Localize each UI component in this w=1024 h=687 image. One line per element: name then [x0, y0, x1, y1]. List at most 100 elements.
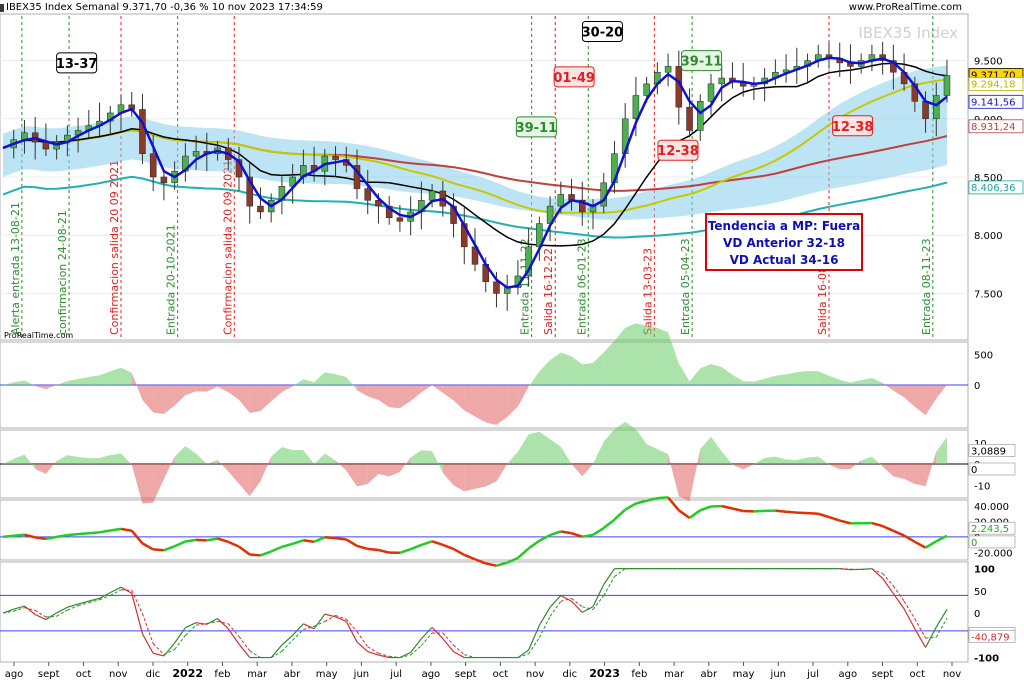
x-tick-label: oct — [493, 669, 509, 680]
momentum-line — [303, 540, 314, 542]
oscillator-area — [357, 464, 368, 486]
trade-line-label: Salida 13-03-23 — [641, 248, 654, 335]
momentum-line — [78, 533, 89, 534]
histogram-bar — [657, 328, 668, 385]
oscillator-area — [786, 460, 797, 464]
x-tick-label: nov — [109, 669, 127, 680]
trade-line-label: Entrada 20-10-2021 — [165, 224, 178, 335]
trade-line-label: Salida 16-12-22 — [542, 248, 555, 335]
trade-count-label: 13-37 — [56, 57, 98, 72]
trade-line-label: Confirmacion salida 20 09 2021 — [108, 160, 121, 335]
histogram-bar — [636, 323, 647, 385]
candle — [161, 177, 167, 183]
candle — [139, 109, 145, 153]
oscillator-area — [893, 464, 904, 479]
histogram-bar — [775, 374, 786, 385]
momentum-line — [325, 537, 336, 538]
momentum-line — [14, 535, 25, 536]
oscillator-area — [110, 454, 121, 464]
oscillator-area — [421, 450, 432, 464]
panel-frame — [0, 500, 968, 560]
y-tick-label: 40.000 — [974, 502, 1009, 513]
x-tick-label: 2023 — [589, 667, 620, 680]
x-tick-label: mar — [664, 669, 685, 680]
histogram-bar — [475, 385, 486, 422]
momentum-line — [3, 536, 14, 537]
trade-count-label: 01-49 — [553, 71, 595, 86]
y-tick-label: 0 — [974, 609, 980, 620]
y-tick-label: 100 — [974, 565, 995, 576]
histogram-bar — [561, 352, 572, 385]
trend-legend-line: VD Actual 34-16 — [730, 253, 839, 267]
histogram-bar — [647, 326, 658, 385]
x-tick-label: feb — [214, 669, 230, 680]
candle — [193, 151, 199, 156]
candle — [558, 194, 564, 206]
histogram-bar — [786, 372, 797, 385]
x-tick-label: abr — [701, 669, 718, 680]
trade-line-label: Entrada 05-04-23 — [679, 238, 692, 335]
candle — [697, 101, 703, 130]
x-tick-label: jul — [806, 669, 819, 680]
value-tag-label: 0 — [971, 465, 977, 476]
x-tick-label: dic — [563, 669, 578, 680]
momentum-line — [110, 529, 121, 531]
y-tick-label: 9.500 — [974, 57, 1003, 68]
x-tick-label: feb — [631, 669, 647, 680]
momentum-line — [67, 534, 78, 535]
price-tag-label: 9.141,56 — [971, 97, 1016, 108]
histogram-bar — [808, 371, 819, 385]
trade-count-label: 12-38 — [657, 144, 699, 159]
x-tick-label: may — [733, 669, 755, 680]
candle — [708, 84, 714, 101]
momentum-line — [368, 549, 379, 550]
oscillator-area — [915, 464, 926, 486]
histogram-bar — [389, 385, 400, 408]
candle — [665, 66, 671, 72]
candle — [365, 189, 371, 201]
candle — [923, 101, 929, 118]
x-tick-label: jun — [770, 669, 786, 680]
price-tag-label: 8.406,36 — [971, 183, 1016, 194]
x-tick-label: oct — [76, 669, 92, 680]
candle — [933, 96, 939, 119]
histogram-bar — [250, 385, 261, 413]
histogram-bar — [743, 381, 754, 385]
x-tick-label: 2022 — [172, 667, 203, 680]
momentum-line — [89, 532, 100, 533]
chart-header: IBEX35 Index Semanal 9.371,70 -0,36 % 10… — [6, 2, 323, 13]
price-tag-label: 9.294,18 — [971, 80, 1016, 91]
value-tag-label: 3,0889 — [971, 446, 1006, 457]
x-tick-label: abr — [284, 669, 301, 680]
menu-icon[interactable] — [0, 4, 4, 12]
histogram-bar — [711, 364, 722, 385]
oscillator-area — [808, 457, 819, 464]
momentum-line — [775, 511, 786, 512]
trade-count-label: 39-11 — [681, 55, 723, 70]
value-tag-label: 2.243,5 — [971, 524, 1009, 535]
x-tick-label: may — [316, 669, 338, 680]
momentum-line — [100, 531, 111, 533]
price-tag-label: 8.931,24 — [971, 122, 1016, 133]
momentum-line — [657, 497, 668, 498]
histogram-bar — [797, 371, 808, 385]
trade-line-label: Entrada 06-01-23 — [575, 238, 588, 335]
histogram-bar — [486, 385, 497, 425]
panel-frame — [0, 562, 968, 662]
candle — [644, 84, 650, 96]
x-tick-label: jun — [353, 669, 369, 680]
momentum-line — [808, 513, 819, 514]
candle — [429, 191, 435, 200]
oscillator-area — [475, 464, 486, 489]
momentum-line — [250, 554, 261, 555]
oscillator-area — [293, 450, 304, 464]
x-tick-label: ago — [5, 669, 24, 680]
brand-link[interactable]: www.ProRealTime.com — [849, 2, 962, 13]
histogram-bar — [325, 372, 336, 385]
oscillator-area — [78, 457, 89, 464]
x-tick-label: dic — [146, 669, 161, 680]
candle — [719, 78, 725, 84]
x-tick-label: sept — [872, 669, 894, 680]
